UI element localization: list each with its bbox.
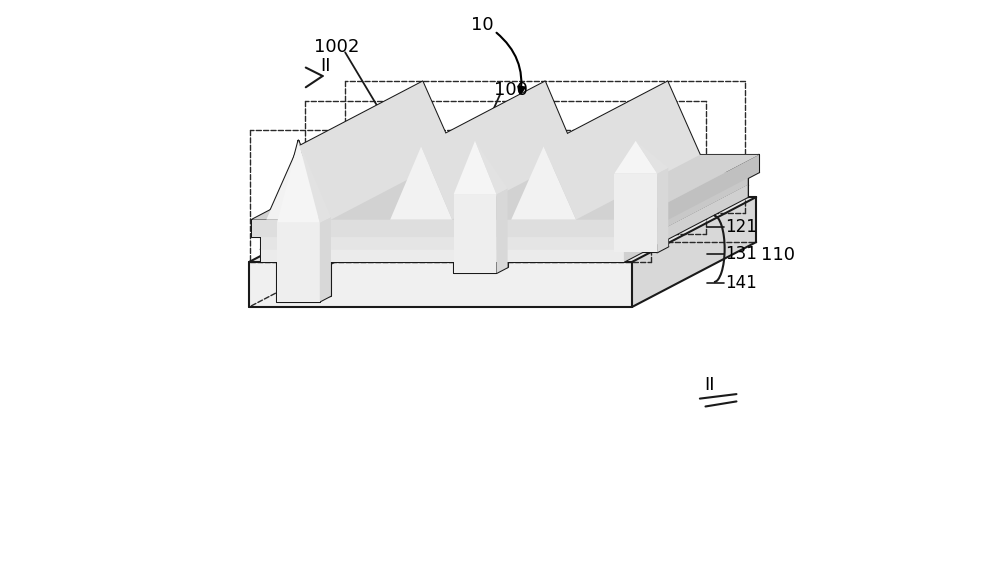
Text: 110: 110 xyxy=(761,246,795,264)
Polygon shape xyxy=(511,146,576,220)
Text: 141: 141 xyxy=(725,274,757,292)
Polygon shape xyxy=(249,262,632,307)
Polygon shape xyxy=(632,197,756,307)
Polygon shape xyxy=(454,141,496,194)
Polygon shape xyxy=(496,189,508,273)
Text: 121: 121 xyxy=(725,218,757,236)
Polygon shape xyxy=(277,223,320,302)
Polygon shape xyxy=(454,194,496,273)
Polygon shape xyxy=(261,185,748,249)
Polygon shape xyxy=(390,146,452,220)
Polygon shape xyxy=(261,172,748,237)
Polygon shape xyxy=(624,185,748,262)
Polygon shape xyxy=(614,173,657,252)
Text: II: II xyxy=(704,376,715,394)
Polygon shape xyxy=(277,217,331,223)
Polygon shape xyxy=(454,189,508,194)
Polygon shape xyxy=(636,141,668,173)
Polygon shape xyxy=(421,82,576,220)
Polygon shape xyxy=(298,141,331,223)
Polygon shape xyxy=(614,168,668,173)
Polygon shape xyxy=(252,220,635,237)
Text: 131: 131 xyxy=(725,245,757,263)
Polygon shape xyxy=(299,82,455,220)
Text: II: II xyxy=(320,57,331,75)
Polygon shape xyxy=(635,155,759,237)
Polygon shape xyxy=(320,217,331,302)
Text: 10: 10 xyxy=(471,16,493,34)
Polygon shape xyxy=(249,197,756,262)
Polygon shape xyxy=(624,172,748,249)
Polygon shape xyxy=(261,237,624,249)
Polygon shape xyxy=(657,168,668,252)
Polygon shape xyxy=(252,155,759,220)
Text: 1002: 1002 xyxy=(314,38,359,56)
Polygon shape xyxy=(544,82,700,220)
Polygon shape xyxy=(261,249,624,262)
Polygon shape xyxy=(277,141,320,223)
Polygon shape xyxy=(266,146,331,220)
Text: 100: 100 xyxy=(494,81,528,99)
Polygon shape xyxy=(614,141,657,173)
Polygon shape xyxy=(475,141,508,194)
